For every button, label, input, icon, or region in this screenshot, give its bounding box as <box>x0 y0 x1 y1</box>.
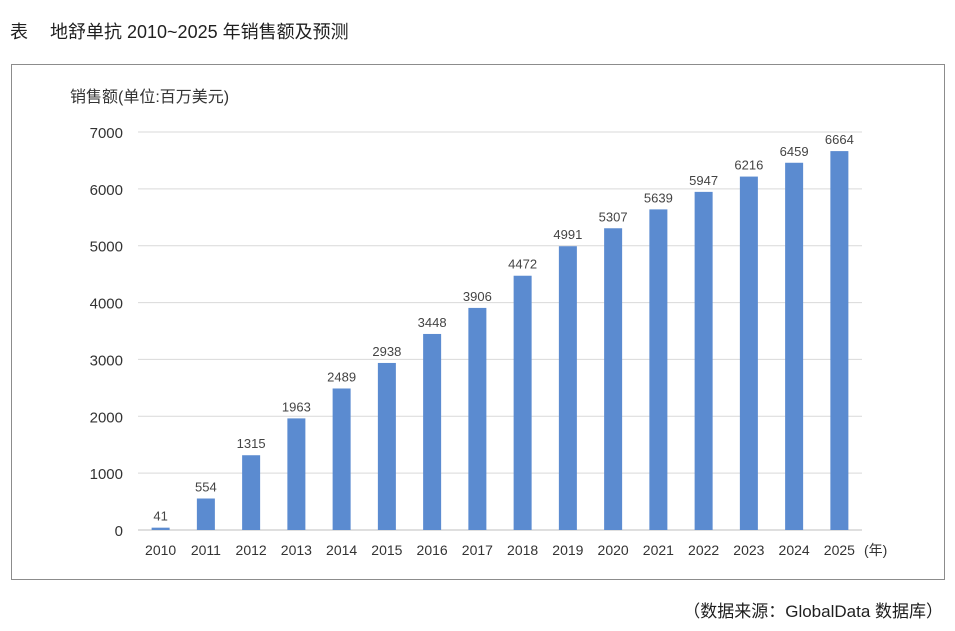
data-source: （数据来源：GlobalData 数据库） <box>683 602 943 621</box>
bar <box>287 418 306 530</box>
y-tick-label: 2000 <box>90 409 123 426</box>
data-label: 6664 <box>825 132 854 147</box>
x-tick-label: 2017 <box>462 542 493 558</box>
data-label: 6216 <box>734 158 763 173</box>
data-label: 554 <box>195 480 217 495</box>
y-axis-title: 销售额(单位:百万美元) <box>70 88 229 106</box>
x-tick-label: 2014 <box>326 542 357 558</box>
x-tick-label: 2022 <box>688 542 719 558</box>
data-label: 41 <box>153 509 167 524</box>
bar <box>513 275 532 530</box>
bar <box>151 527 170 530</box>
bar <box>196 498 215 530</box>
chart-frame <box>11 64 945 580</box>
bar <box>830 151 849 530</box>
data-label: 3906 <box>463 289 492 304</box>
y-tick-label: 1000 <box>90 466 123 483</box>
bar <box>377 362 396 530</box>
data-label: 5639 <box>644 190 673 205</box>
x-tick-label: 2016 <box>417 542 448 558</box>
y-tick-label: 6000 <box>90 182 123 199</box>
x-tick-label: 2010 <box>145 542 176 558</box>
y-tick-label: 3000 <box>90 352 123 369</box>
data-label: 2489 <box>327 369 356 384</box>
data-label: 1315 <box>237 436 266 451</box>
data-label: 5947 <box>689 173 718 188</box>
y-tick-label: 5000 <box>90 239 123 256</box>
data-label: 5307 <box>599 209 628 224</box>
y-tick-label: 4000 <box>90 296 123 313</box>
x-tick-label: 2019 <box>552 542 583 558</box>
x-tick-label: 2024 <box>779 542 810 558</box>
data-label: 4472 <box>508 257 537 272</box>
x-tick-label: 2023 <box>733 542 764 558</box>
data-label: 6459 <box>780 144 809 159</box>
bar <box>739 176 758 531</box>
x-tick-label: 2021 <box>643 542 674 558</box>
x-tick-label: 2018 <box>507 542 538 558</box>
x-axis-unit: (年) <box>864 542 887 558</box>
y-tick-label: 0 <box>115 523 123 540</box>
bar <box>242 455 261 530</box>
caption-title: 地舒单抗 2010~2025 年销售额及预测 <box>50 22 349 42</box>
bar <box>785 162 804 531</box>
bar <box>332 388 351 530</box>
bar <box>649 209 668 530</box>
x-tick-label: 2012 <box>236 542 267 558</box>
x-tick-label: 2020 <box>598 542 629 558</box>
x-tick-label: 2013 <box>281 542 312 558</box>
bar <box>423 333 442 530</box>
bar <box>604 228 623 530</box>
data-label: 1963 <box>282 399 311 414</box>
x-tick-label: 2011 <box>191 542 221 558</box>
caption-label: 表 <box>10 22 28 42</box>
data-label: 3448 <box>418 315 447 330</box>
bar <box>694 191 713 530</box>
data-label: 2938 <box>372 344 401 359</box>
x-tick-label: 2015 <box>371 542 402 558</box>
data-label: 4991 <box>553 227 582 242</box>
bar <box>558 246 577 530</box>
x-tick-label: 2025 <box>824 542 855 558</box>
figure-caption: 表 地舒单抗 2010~2025 年销售额及预测 <box>10 18 349 44</box>
bar <box>468 307 487 530</box>
y-tick-label: 7000 <box>90 125 123 142</box>
